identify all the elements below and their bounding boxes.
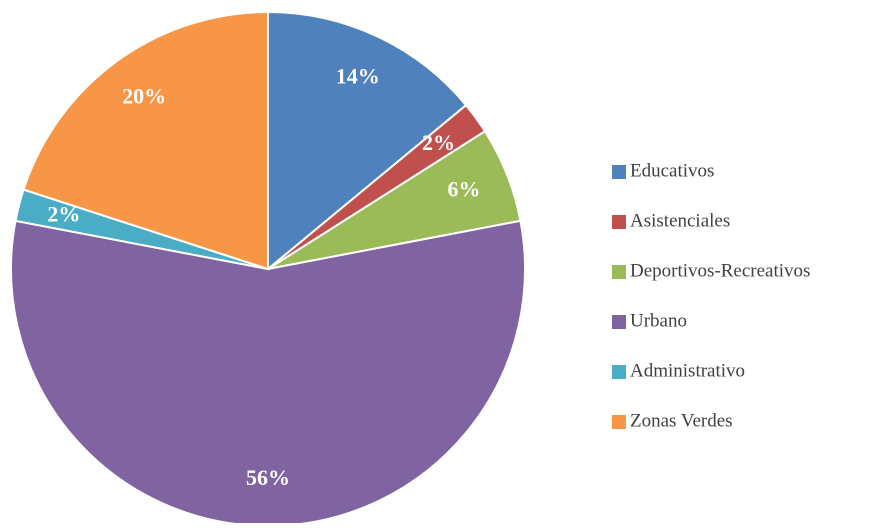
legend-label: Urbano: [630, 310, 687, 331]
legend-swatch: [612, 265, 626, 279]
legend-swatch: [612, 365, 626, 379]
data-label: 20%: [122, 84, 166, 109]
legend-label: Administrativo: [630, 360, 745, 381]
data-label: 56%: [246, 465, 290, 490]
legend-swatch: [612, 415, 626, 429]
data-label: 14%: [336, 63, 380, 88]
legend-label: Asistenciales: [630, 210, 730, 231]
legend-label: Deportivos-Recreativos: [630, 260, 810, 281]
pie-slice: [22, 10, 269, 271]
legend-swatch: [612, 215, 626, 229]
data-label: 2%: [422, 130, 455, 155]
pie-slice: [267, 10, 468, 272]
legend-label: Educativos: [630, 160, 714, 181]
legend-swatch: [612, 315, 626, 329]
legend-swatch: [612, 165, 626, 179]
data-label: 6%: [447, 176, 480, 201]
legend-label: Zonas Verdes: [630, 410, 733, 431]
data-label: 2%: [47, 202, 80, 227]
